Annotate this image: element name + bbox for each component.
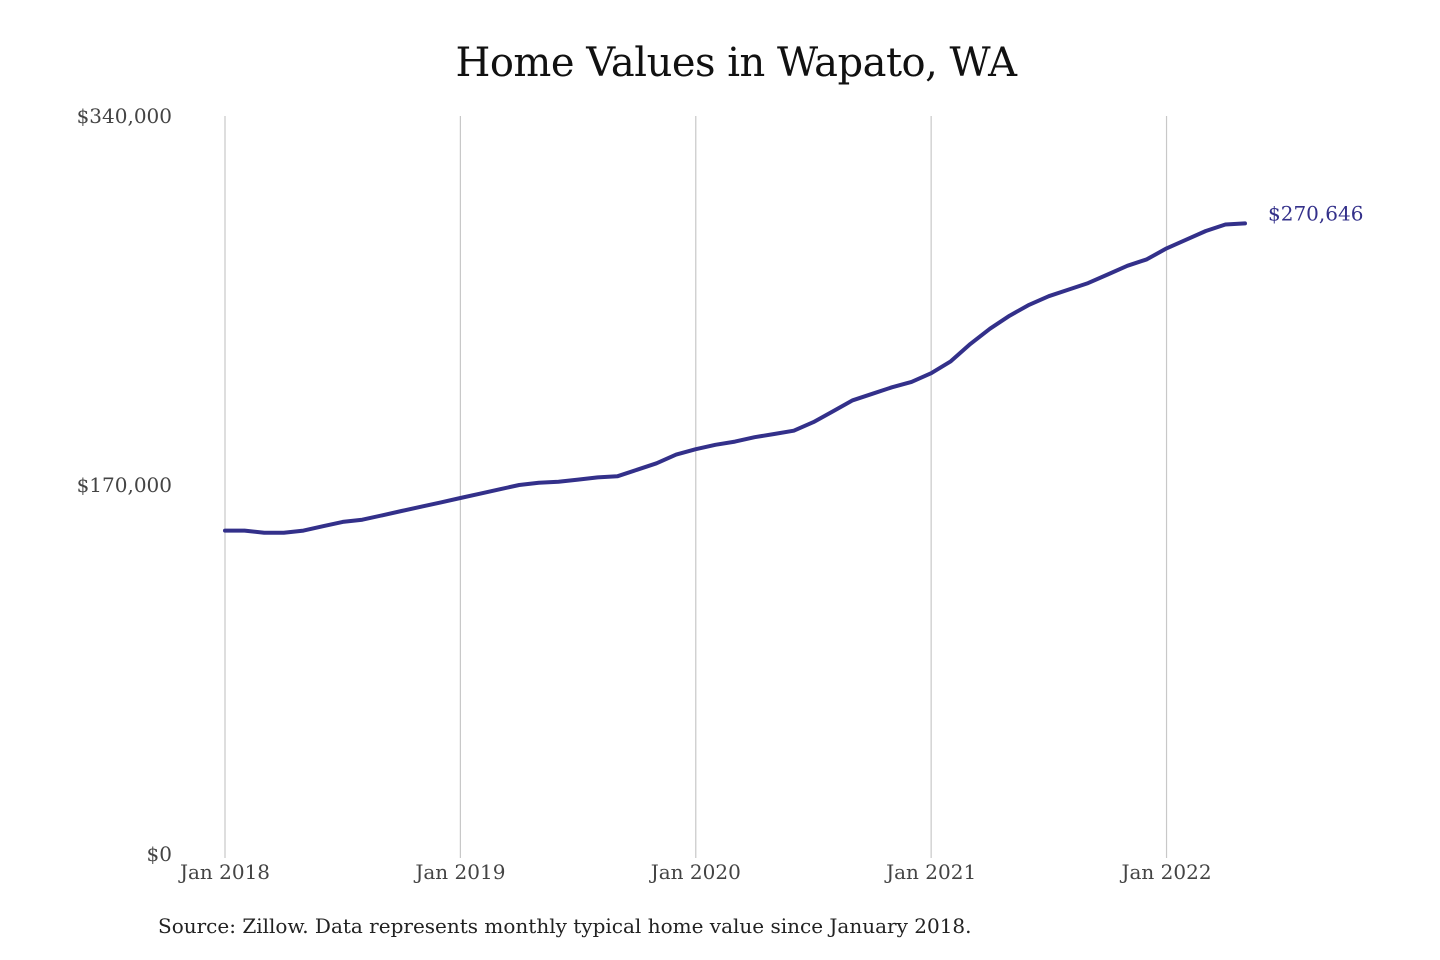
series-line [223,221,1247,535]
series-layer [223,221,1247,535]
y-tick-label: $340,000 [77,104,172,128]
x-tick-label: Jan 2021 [884,860,976,884]
y-tick-label: $0 [147,842,172,866]
x-axis-ticks: Jan 2018 Jan 2019 Jan 2020 Jan 2021 Jan 2022 [178,860,1212,884]
y-tick-label: $170,000 [77,473,172,497]
chart-title: Home Values in Wapato, WA [455,40,1017,86]
y-axis-ticks: $0 $170,000 $340,000 [77,104,172,866]
end-value-label: $270,646 [1268,201,1363,225]
source-note: Source: Zillow. Data represents monthly … [158,914,972,938]
x-tick-label: Jan 2022 [1119,860,1211,884]
x-tick-label: Jan 2018 [178,860,270,884]
x-tick-label: Jan 2019 [413,860,505,884]
gridlines [224,116,1168,858]
end-label-layer: $270,646 [1268,201,1363,225]
x-tick-label: Jan 2020 [649,860,741,884]
